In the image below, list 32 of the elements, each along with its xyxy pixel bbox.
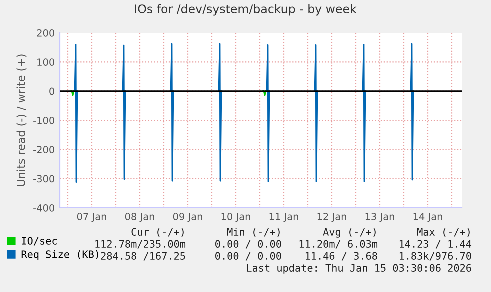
text: 112.78m/235.00m — [96, 240, 186, 249]
x-tick-label: 12 Jan — [318, 213, 346, 222]
text: Min (-/+) — [227, 228, 280, 238]
y-axis-title: Units read (-) / write (+) — [16, 54, 27, 186]
y-tick-label: 100 — [38, 58, 54, 66]
x-tick-label: 14 Jan — [414, 213, 442, 222]
chart-title: IOs for /dev/system/backup - by week — [135, 4, 357, 16]
text: 0.00 / 0.00 — [216, 252, 282, 261]
legend-label: Req Size (KB) — [22, 250, 98, 260]
x-tick-label: 07 Jan — [77, 213, 106, 222]
text: 284.58 /167.25 — [101, 252, 186, 261]
text: Avg (-/+) — [323, 228, 376, 238]
text: 0.00 / 0.00 — [216, 240, 282, 249]
y-tick-label: -300 — [34, 175, 54, 183]
text: 11.20m/ 6.03m — [300, 240, 378, 249]
x-tick-label: 09 Jan — [173, 213, 202, 222]
x-tick-label: 08 Jan — [125, 213, 154, 222]
y-tick-label: -400 — [34, 204, 54, 212]
text: Last update: Thu Jan 15 03:30:06 2026 — [247, 264, 472, 274]
y-tick-label: 200 — [37, 29, 54, 37]
text: Cur (-/+) — [132, 228, 184, 238]
x-tick-label: 13 Jan — [366, 213, 394, 222]
y-tick-label: -200 — [34, 146, 54, 154]
x-tick-label: 10 Jan — [222, 213, 250, 222]
y-tick-label: 0 — [50, 88, 54, 96]
legend-label: IO/sec — [22, 237, 57, 246]
text: 11.46 / 3.68 — [306, 252, 378, 261]
text: 1.83k/976.70 — [400, 252, 472, 261]
y-tick-label: -100 — [34, 116, 54, 124]
text: Max (-/+) — [417, 228, 470, 238]
text: 14.23 / 1.44 — [400, 240, 472, 249]
x-tick-label: 11 Jan — [270, 213, 298, 222]
